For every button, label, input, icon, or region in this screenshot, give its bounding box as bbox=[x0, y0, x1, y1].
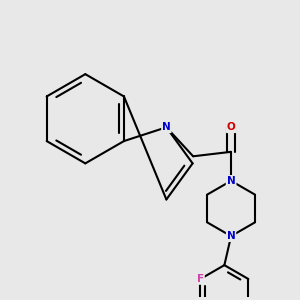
Text: N: N bbox=[227, 176, 236, 186]
Text: N: N bbox=[227, 176, 236, 186]
Text: F: F bbox=[197, 274, 204, 284]
Text: O: O bbox=[227, 122, 236, 132]
Text: N: N bbox=[227, 231, 236, 241]
Text: N: N bbox=[162, 122, 171, 132]
